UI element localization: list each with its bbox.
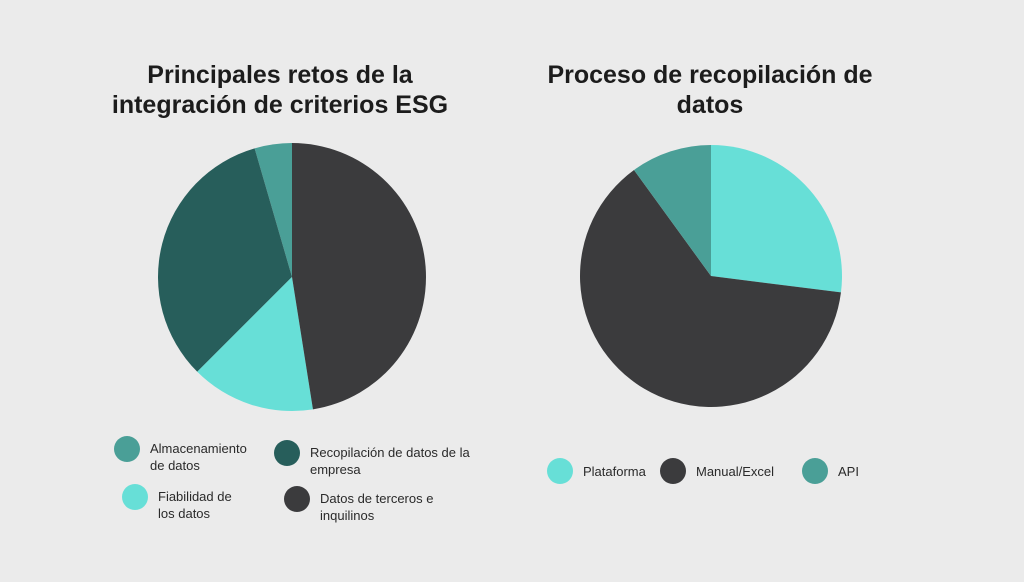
legend-swatch xyxy=(547,458,573,484)
pie-slice-almacenamiento-de-datos xyxy=(254,143,292,277)
pie-slice-api xyxy=(634,145,711,276)
pie-slice-datos-de-terceros-e-inquilinos xyxy=(292,143,427,410)
pie-slice-fiabilidad-de-los-datos xyxy=(197,277,313,411)
slices xyxy=(580,145,842,407)
legend-label: Almacenamiento de datos xyxy=(150,441,247,473)
legend-swatch xyxy=(660,458,686,484)
legend-item-almacenamiento: Almacenamiento de datos xyxy=(114,436,260,474)
legend-swatch xyxy=(802,458,828,484)
legend-swatch xyxy=(122,484,148,510)
legend-item-terceros: Datos de terceros e inquilinos xyxy=(284,486,450,524)
legend-label: Recopilación de datos de la empresa xyxy=(310,445,470,477)
legend-swatch xyxy=(284,486,310,512)
legend-item-manual-excel: Manual/Excel xyxy=(660,458,774,484)
legend-item-plataforma: Plataforma xyxy=(547,458,646,484)
legend-label: Fiabilidad de los datos xyxy=(158,489,232,521)
legend-label: API xyxy=(838,463,859,479)
legend-item-fiabilidad: Fiabilidad de los datos xyxy=(122,484,248,522)
legend-item-api: API xyxy=(802,458,859,484)
legend-swatch xyxy=(274,440,300,466)
pie-chart-data-collection xyxy=(580,145,842,407)
pie-slice-manual-excel xyxy=(580,170,841,407)
pie-slice-recopilación-de-datos-de-la-empresa xyxy=(158,148,292,372)
legend-item-recopilacion: Recopilación de datos de la empresa xyxy=(274,440,470,478)
chart-title-esg-challenges: Principales retos de la integración de c… xyxy=(111,61,449,119)
legend-swatch xyxy=(114,436,140,462)
slices xyxy=(158,143,427,411)
pie-chart-esg-challenges xyxy=(158,143,427,411)
pie-slice-plataforma xyxy=(711,145,842,293)
legend-label: Plataforma xyxy=(583,463,646,479)
legend-label: Datos de terceros e inquilinos xyxy=(320,491,434,523)
chart-title-data-collection: Proceso de recopilación de datos xyxy=(547,61,873,119)
legend-label: Manual/Excel xyxy=(696,463,775,479)
